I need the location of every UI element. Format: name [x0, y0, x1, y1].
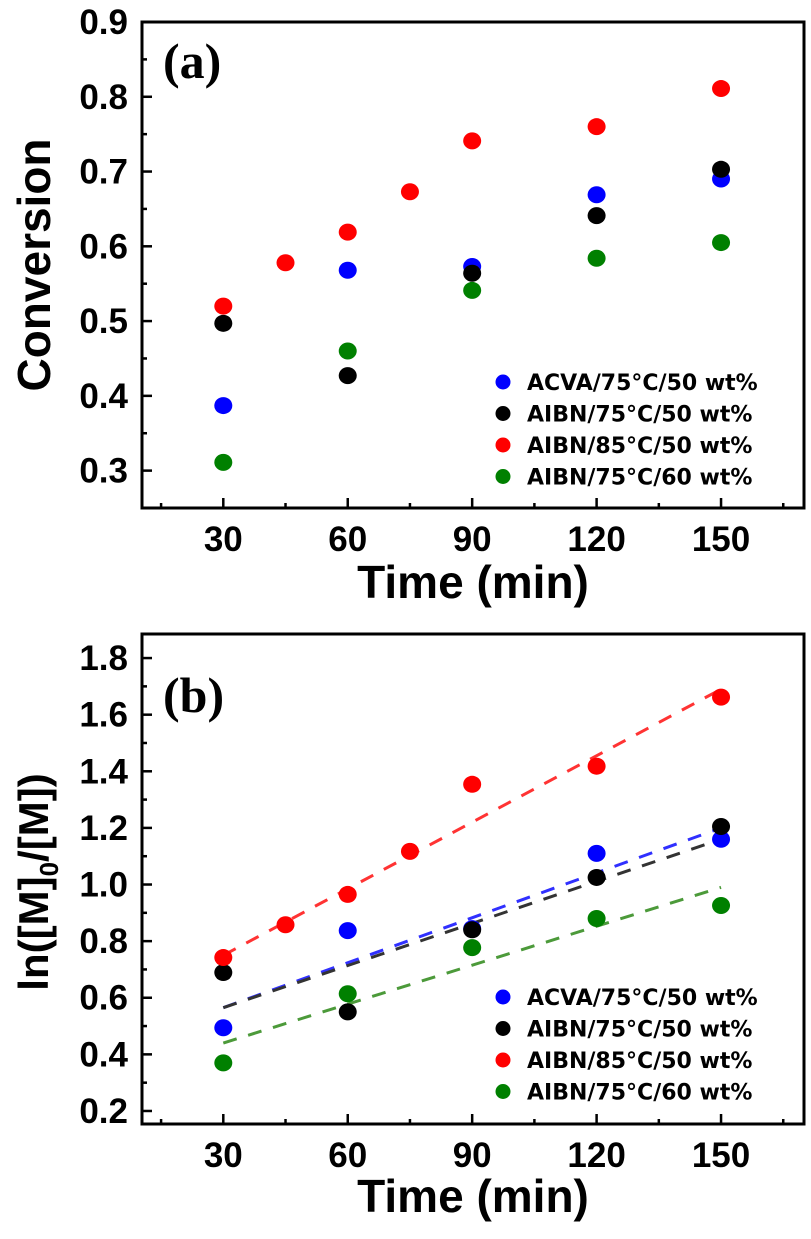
- y-tick-label: 0.3: [79, 452, 128, 491]
- data-point: [463, 132, 482, 150]
- legend-label: ACVA/75°C/50 wt%: [527, 986, 758, 1011]
- data-point: [214, 964, 233, 982]
- x-tick-label: 120: [567, 520, 625, 559]
- data-point: [712, 80, 731, 98]
- data-point: [214, 949, 233, 967]
- y-tick-label: 0.9: [79, 3, 128, 42]
- data-point: [214, 314, 233, 332]
- data-point: [338, 261, 357, 279]
- x-tick-label: 30: [204, 520, 243, 559]
- y-tick-label: 1.8: [79, 639, 128, 678]
- data-point: [463, 939, 482, 957]
- data-point: [587, 186, 606, 204]
- panel-a-y-axis-title: Conversion: [8, 138, 60, 391]
- legend-label: AIBN/75°C/50 wt%: [527, 1018, 752, 1043]
- legend-marker: [495, 437, 511, 453]
- data-point: [463, 921, 482, 939]
- x-tick-label: 60: [328, 520, 367, 559]
- data-point: [400, 842, 419, 860]
- legend-marker: [495, 374, 511, 390]
- y-tick-label: 0.5: [79, 302, 128, 341]
- data-point: [712, 234, 731, 252]
- fit-line: [222, 687, 722, 957]
- ylabel-pre: ln([M]: [10, 876, 57, 990]
- data-point: [587, 868, 606, 886]
- y-tick-label: 0.8: [79, 922, 128, 961]
- legend-label: AIBN/75°C/60 wt%: [527, 466, 752, 491]
- data-point: [587, 118, 606, 136]
- data-point: [338, 1003, 357, 1021]
- panel-a-label: (a): [163, 33, 221, 89]
- ylabel-post: /[M]): [10, 773, 57, 862]
- panel-b-x-axis-title: Time (min): [357, 1170, 589, 1222]
- legend-label: AIBN/75°C/50 wt%: [527, 403, 752, 428]
- data-point: [712, 896, 731, 914]
- legend-label: AIBN/85°C/50 wt%: [527, 1049, 752, 1074]
- x-tick-label: 30: [204, 1136, 243, 1175]
- y-tick-label: 0.8: [79, 78, 128, 117]
- data-point: [712, 160, 731, 178]
- legend-label: ACVA/75°C/50 wt%: [527, 371, 758, 396]
- legend-marker: [495, 1084, 511, 1099]
- data-point: [463, 264, 482, 282]
- data-point: [338, 342, 357, 360]
- legend-marker: [495, 469, 511, 484]
- y-tick-label: 1.4: [79, 752, 128, 791]
- data-point: [712, 817, 731, 835]
- legend-label: AIBN/85°C/50 wt%: [527, 434, 752, 459]
- data-point: [338, 985, 357, 1003]
- y-tick-label: 1.2: [79, 809, 128, 848]
- x-tick-label: 90: [453, 1136, 492, 1175]
- data-point: [338, 922, 357, 940]
- data-point: [587, 757, 606, 775]
- legend-marker: [495, 1021, 511, 1036]
- x-tick-label: 120: [567, 1136, 625, 1175]
- data-point: [587, 207, 606, 225]
- data-point: [276, 916, 295, 934]
- fit-line: [222, 826, 722, 1010]
- y-tick-label: 0.2: [79, 1092, 128, 1131]
- data-point: [712, 830, 731, 848]
- y-tick-label: 0.4: [79, 377, 128, 416]
- y-tick-label: 1.0: [79, 866, 128, 905]
- y-tick-label: 0.6: [79, 979, 128, 1018]
- fit-line: [222, 885, 722, 1045]
- ylabel-subscript: 0: [34, 862, 64, 876]
- data-point: [276, 254, 295, 272]
- data-point: [214, 297, 233, 315]
- data-point: [214, 1054, 233, 1072]
- data-point: [214, 397, 233, 415]
- x-tick-label: 150: [692, 1136, 750, 1175]
- data-point: [214, 1019, 233, 1037]
- data-point: [214, 453, 233, 471]
- panel-b-kinetics-plot: (b) Time (min) ln([M]0/[M]) 30 60 90 120 150…: [10, 632, 806, 1222]
- data-point: [338, 367, 357, 385]
- legend-marker: [495, 406, 511, 421]
- data-point: [338, 223, 357, 241]
- data-point: [712, 688, 731, 706]
- data-point: [587, 249, 606, 267]
- legend-label: AIBN/75°C/60 wt%: [527, 1081, 752, 1106]
- y-tick-label: 0.7: [79, 153, 128, 192]
- data-point: [587, 909, 606, 927]
- panel-a-x-axis-title: Time (min): [357, 556, 589, 608]
- legend-marker: [495, 989, 511, 1005]
- data-point: [463, 281, 482, 299]
- y-tick-label: 1.6: [79, 696, 128, 735]
- data-point: [338, 885, 357, 903]
- panel-b-y-axis-title: ln([M]0/[M]): [10, 773, 64, 990]
- x-tick-label: 150: [692, 520, 750, 559]
- y-tick-label: 0.4: [79, 1035, 128, 1074]
- data-point: [463, 775, 482, 793]
- panel-a-conversion-plot: (a) Time (min) Conversion 30 60 90 120 150 0.…: [8, 3, 806, 608]
- x-tick-label: 60: [328, 1136, 367, 1175]
- x-tick-label: 90: [453, 520, 492, 559]
- legend-marker: [495, 1052, 511, 1068]
- panel-b-label: (b): [163, 667, 224, 723]
- data-point: [587, 844, 606, 862]
- data-point: [400, 183, 419, 201]
- y-tick-label: 0.6: [79, 227, 128, 266]
